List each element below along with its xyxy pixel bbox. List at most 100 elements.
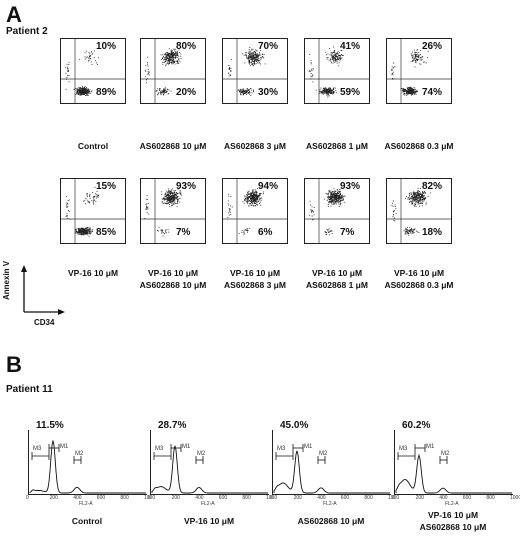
x-tick-label: 400 [439, 495, 448, 501]
condition-label: VP-16 10 μM AS602868 0.3 μM [364, 267, 474, 291]
condition-label: AS602868 10 μM [139, 141, 207, 151]
condition-label: AS602868 10 μM [266, 515, 396, 527]
condition-label-line-2: AS602868 0.3 μM [384, 280, 454, 290]
condition-label-line-1: VP-16 10 μM [67, 268, 119, 278]
marker-label-m1: M1 [60, 444, 69, 450]
quadrant-percent-lower: 74% [422, 87, 443, 98]
marker-m2 [439, 456, 448, 464]
dot-plot [222, 38, 288, 104]
panel-a-letter: A [6, 2, 22, 27]
axis-arrows-icon [21, 265, 65, 315]
marker-label-m1: M1 [182, 444, 191, 450]
condition-label-line-1: VP-16 10 μM [427, 510, 479, 520]
axis-y-label: Annexin V [2, 260, 11, 300]
dna-content-histogram-line [151, 445, 268, 494]
condition-label-line-2: AS602868 1 μM [306, 280, 368, 290]
histogram-plot: M3 M1 M2 [272, 430, 391, 495]
x-tick-label: 600 [218, 495, 228, 501]
histogram-plot: M3 M1 M2 [28, 430, 147, 495]
x-tick-label: 600 [462, 495, 472, 501]
quadrant-percent-lower: 59% [340, 87, 361, 98]
condition-label: Control [77, 141, 109, 151]
marker-label-m3: M3 [399, 446, 408, 452]
condition-label: VP-16 10 μM AS602868 10 μM [118, 267, 228, 291]
quadrant-percent-lower: 7% [340, 227, 355, 238]
panel-a-patient: Patient 2 [6, 26, 48, 37]
cell-events [308, 188, 346, 236]
quadrant-percent-upper: 93% [176, 181, 197, 192]
quadrant-percent-lower: 18% [422, 227, 443, 238]
dot-plot [60, 178, 126, 244]
condition-label: VP-16 10 μM [38, 267, 148, 279]
x-tick-label: 400 [195, 495, 204, 501]
quadrant-percent-lower: 6% [258, 227, 273, 238]
marker-m1 [48, 444, 60, 452]
condition-label-line-2: AS602868 10 μM [139, 280, 207, 290]
cell-events [144, 188, 182, 237]
condition-label-line-1: VP-16 10 μM [183, 516, 235, 526]
x-tick-label: 1000 [510, 495, 520, 501]
x-tick-label: 800 [242, 495, 251, 501]
marker-m1 [414, 444, 426, 452]
marker-m3 [275, 452, 294, 460]
quadrant-percent-upper: 93% [340, 181, 361, 192]
dna-content-histogram-line [273, 450, 390, 494]
quadrant-percent-upper: 10% [96, 41, 117, 52]
cell-events [391, 49, 429, 96]
cell-events [227, 47, 266, 96]
x-tick-label: 200 [415, 495, 424, 501]
condition-label: VP-16 10 μM AS602868 3 μM [200, 267, 310, 291]
x-tick-label: 200 [293, 495, 302, 501]
marker-m3 [397, 452, 416, 460]
cell-events [308, 46, 344, 98]
cell-events [227, 188, 264, 236]
quadrant-percent-upper: 70% [258, 41, 279, 52]
quadrant-percent-upper: 82% [422, 181, 443, 192]
apoptosis-percent: 28.7% [158, 420, 187, 431]
condition-label: Control [22, 515, 152, 527]
marker-m3 [31, 452, 50, 460]
x-axis-label: FL2-A [323, 501, 337, 507]
marker-label-m1: M1 [304, 444, 313, 450]
panel-b-letter: B [6, 352, 22, 377]
condition-label-line-1: VP-16 10 μM [311, 268, 363, 278]
dot-plot [60, 38, 126, 104]
panel-b-patient: Patient 11 [6, 384, 53, 395]
apoptosis-percent: 60.2% [402, 420, 431, 431]
condition-label: VP-16 10 μM AS602868 10 μM [388, 509, 518, 533]
quadrant-percent-upper: 26% [422, 41, 443, 52]
marker-m2 [73, 456, 82, 464]
x-tick-label: 1000 [388, 495, 400, 501]
condition-label-line-2: AS602868 3 μM [224, 280, 286, 290]
quadrant-percent-upper: 15% [96, 181, 117, 192]
x-tick-label: 400 [73, 495, 82, 501]
marker-label-m1: M1 [426, 444, 435, 450]
x-tick-label: 600 [340, 495, 350, 501]
x-axis-label: FL2-A [79, 501, 93, 507]
quadrant-percent-lower: 30% [258, 87, 279, 98]
dot-plot [140, 38, 206, 104]
condition-label-line-1: VP-16 10 μM [147, 268, 199, 278]
dot-plot [386, 38, 452, 104]
marker-label-m3: M3 [277, 446, 286, 452]
cell-events [391, 187, 431, 236]
histogram-plot: M3 M1 M2 [394, 430, 513, 495]
marker-m2 [195, 456, 204, 464]
marker-label-m3: M3 [33, 446, 42, 452]
dot-plot [304, 178, 370, 244]
marker-label-m2: M2 [75, 451, 84, 457]
condition-label: AS602868 0.3 μM [384, 141, 454, 151]
condition-label: AS602868 3 μM [224, 141, 286, 151]
quadrant-percent-upper: 41% [340, 41, 361, 52]
marker-m3 [153, 452, 172, 460]
dot-plot [386, 178, 452, 244]
x-tick-label: 0 [270, 495, 273, 501]
quadrant-percent-lower: 7% [176, 227, 191, 238]
dot-plot [222, 178, 288, 244]
dot-plot [140, 178, 206, 244]
marker-label-m3: M3 [155, 446, 164, 452]
marker-m1 [292, 444, 304, 452]
quadrant-percent-lower: 89% [96, 87, 117, 98]
x-axis-label: FL2-A [445, 501, 459, 507]
apoptosis-percent: 45.0% [280, 420, 309, 431]
